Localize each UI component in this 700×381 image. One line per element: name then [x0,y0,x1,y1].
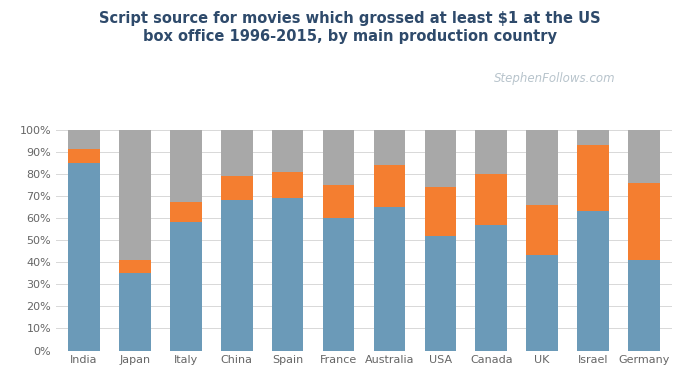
Bar [221,176,253,200]
Bar [221,130,253,176]
Bar [68,149,100,163]
Bar [526,130,558,205]
Bar [628,182,660,260]
Bar [119,260,150,273]
Bar [119,130,150,260]
Bar [170,223,202,351]
Bar [628,260,660,351]
Bar [323,185,354,218]
Bar [425,187,456,235]
Bar [578,130,609,145]
Text: StephenFollows.com: StephenFollows.com [494,72,616,85]
Bar [221,200,253,351]
Bar [475,130,507,174]
Bar [272,198,303,351]
Bar [374,165,405,207]
Bar [578,211,609,351]
Bar [475,174,507,224]
Bar [475,224,507,351]
Bar [68,130,100,149]
Text: Script source for movies which grossed at least $1 at the US
box office 1996-201: Script source for movies which grossed a… [99,11,601,44]
Bar [526,256,558,351]
Bar [628,130,660,182]
Bar [272,171,303,198]
Bar [170,130,202,202]
Bar [68,163,100,351]
Bar [374,207,405,351]
Bar [323,130,354,185]
Bar [170,202,202,223]
Bar [526,205,558,256]
Bar [272,130,303,171]
Bar [119,273,150,351]
Bar [374,130,405,165]
Bar [323,218,354,351]
Bar [425,130,456,187]
Bar [425,235,456,351]
Bar [578,145,609,211]
